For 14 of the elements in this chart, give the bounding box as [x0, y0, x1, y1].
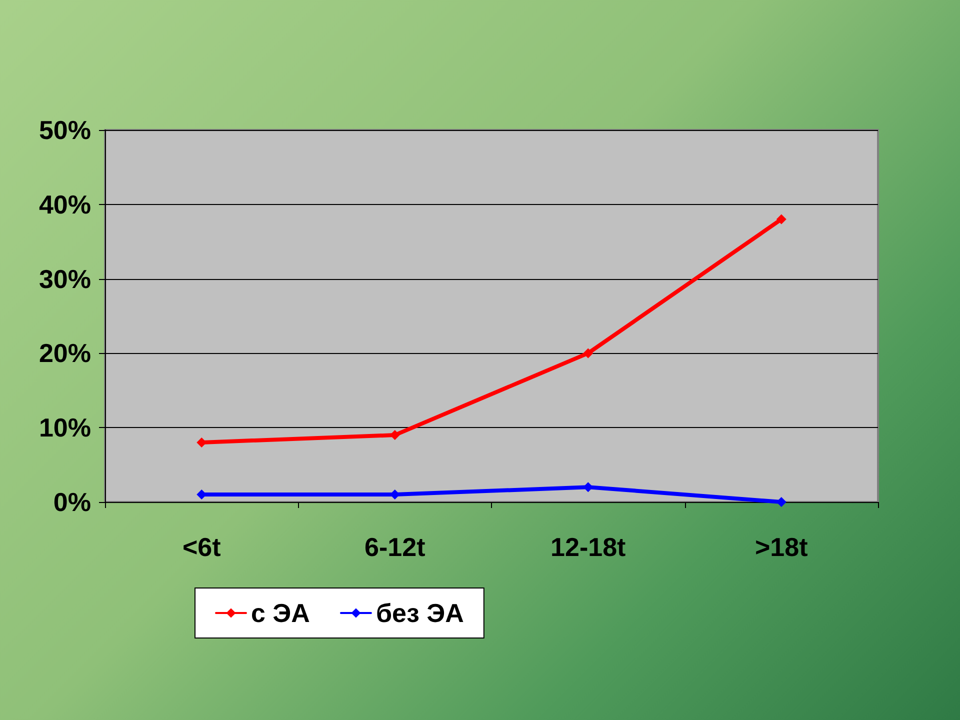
point	[776, 214, 786, 224]
y-tick-label: 50%	[38, 115, 91, 145]
x-tick-label: 6-12t	[364, 532, 426, 562]
legend-label: без ЭА	[376, 598, 464, 628]
x-tick-label: <6t	[182, 532, 222, 562]
y-tick-label: 10%	[38, 412, 91, 443]
point	[583, 348, 594, 358]
y-tick-label: 30%	[38, 264, 91, 294]
legend-label: с ЭА	[251, 598, 310, 628]
x-tick-label: 12-18t	[550, 532, 626, 562]
y-tick-label: 40%	[38, 189, 91, 220]
y-tick-label: 0%	[53, 487, 91, 517]
y-tick-label: 20%	[38, 338, 91, 368]
x-tick-label: >18t	[754, 532, 808, 562]
